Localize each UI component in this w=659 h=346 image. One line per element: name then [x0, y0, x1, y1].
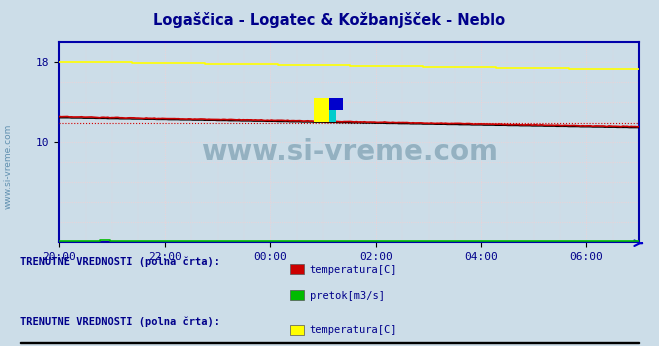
Bar — [314, 98, 329, 122]
Text: pretok[m3/s]: pretok[m3/s] — [310, 291, 385, 301]
Text: www.si-vreme.com: www.si-vreme.com — [201, 138, 498, 166]
Text: temperatura[C]: temperatura[C] — [310, 265, 397, 275]
Text: TRENUTNE VREDNOSTI (polna črta):: TRENUTNE VREDNOSTI (polna črta): — [20, 317, 219, 327]
Bar — [329, 98, 336, 122]
Text: www.si-vreme.com: www.si-vreme.com — [3, 124, 13, 209]
Text: Logaščica - Logatec & Kožbanjšček - Neblo: Logaščica - Logatec & Kožbanjšček - Nebl… — [154, 12, 505, 28]
Text: TRENUTNE VREDNOSTI (polna črta):: TRENUTNE VREDNOSTI (polna črta): — [20, 256, 219, 266]
Text: temperatura[C]: temperatura[C] — [310, 326, 397, 335]
Bar — [329, 98, 343, 110]
